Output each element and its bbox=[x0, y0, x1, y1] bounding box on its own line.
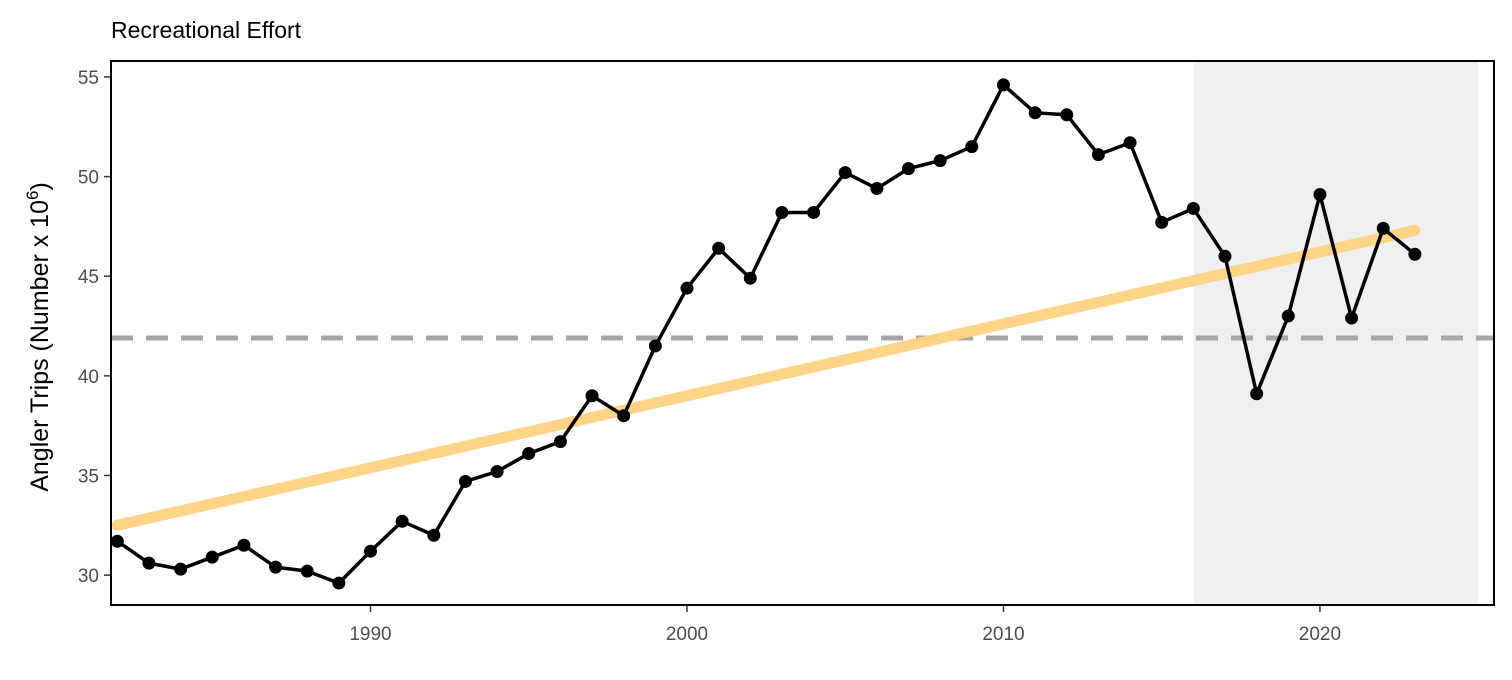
y-tick-label: 55 bbox=[78, 68, 99, 89]
data-point bbox=[1091, 148, 1105, 162]
data-point bbox=[1123, 136, 1137, 150]
x-tick-label: 2020 bbox=[1299, 624, 1341, 645]
data-point bbox=[142, 556, 156, 570]
data-point bbox=[617, 409, 631, 423]
data-point bbox=[1028, 106, 1042, 120]
y-axis: 30 35 40 45 50 55 bbox=[78, 68, 111, 587]
data-point bbox=[522, 447, 536, 461]
data-point bbox=[712, 241, 726, 255]
chart-title: Recreational Effort bbox=[111, 17, 302, 43]
x-tick-label: 1990 bbox=[349, 624, 391, 645]
data-point bbox=[965, 140, 979, 154]
data-point bbox=[870, 182, 884, 196]
data-point bbox=[553, 435, 567, 449]
data-point bbox=[458, 474, 472, 488]
data-point bbox=[1218, 249, 1232, 263]
data-point bbox=[490, 464, 504, 478]
data-point bbox=[807, 205, 821, 219]
plot-border bbox=[110, 60, 1495, 606]
data-point bbox=[743, 271, 757, 285]
data-point bbox=[1281, 309, 1295, 323]
y-tick-label: 30 bbox=[78, 566, 99, 587]
y-axis-label-suffix: ) bbox=[26, 182, 54, 190]
y-axis-label: Angler Trips (Number x 106) bbox=[23, 182, 54, 492]
x-axis: 1990 2000 2010 2020 bbox=[349, 605, 1341, 645]
data-point bbox=[1060, 108, 1074, 122]
data-point bbox=[838, 166, 852, 180]
data-points bbox=[110, 78, 1422, 590]
data-point bbox=[1250, 387, 1264, 401]
data-point bbox=[300, 564, 314, 578]
y-tick-label: 35 bbox=[78, 466, 99, 487]
data-point bbox=[1313, 188, 1327, 202]
data-point bbox=[1186, 201, 1200, 215]
data-point bbox=[933, 154, 947, 168]
data-point bbox=[110, 534, 124, 548]
data-point bbox=[680, 281, 694, 295]
projection-shaded-region bbox=[1193, 61, 1479, 605]
y-axis-label-superscript: 6 bbox=[23, 191, 42, 200]
data-point bbox=[902, 162, 916, 176]
y-tick-label: 40 bbox=[78, 367, 99, 388]
data-point bbox=[648, 339, 662, 353]
data-point bbox=[775, 205, 789, 219]
y-tick-label: 45 bbox=[78, 267, 99, 288]
y-tick-label: 50 bbox=[78, 168, 99, 189]
data-point bbox=[237, 538, 251, 552]
data-point bbox=[1345, 311, 1359, 325]
trend-line bbox=[111, 224, 1421, 531]
data-point bbox=[395, 514, 409, 528]
data-point bbox=[585, 389, 599, 403]
data-point bbox=[1155, 215, 1169, 229]
y-axis-label-text: Angler Trips (Number x 10 bbox=[26, 200, 54, 492]
data-point bbox=[427, 528, 441, 542]
data-point bbox=[364, 544, 378, 558]
data-point bbox=[174, 562, 188, 576]
data-point bbox=[205, 550, 219, 564]
data-point bbox=[1376, 221, 1390, 235]
data-point bbox=[996, 78, 1010, 92]
x-tick-label: 2010 bbox=[982, 624, 1024, 645]
x-tick-label: 2000 bbox=[666, 624, 708, 645]
data-point bbox=[1408, 247, 1422, 261]
data-point bbox=[269, 560, 283, 574]
data-point bbox=[332, 576, 346, 590]
